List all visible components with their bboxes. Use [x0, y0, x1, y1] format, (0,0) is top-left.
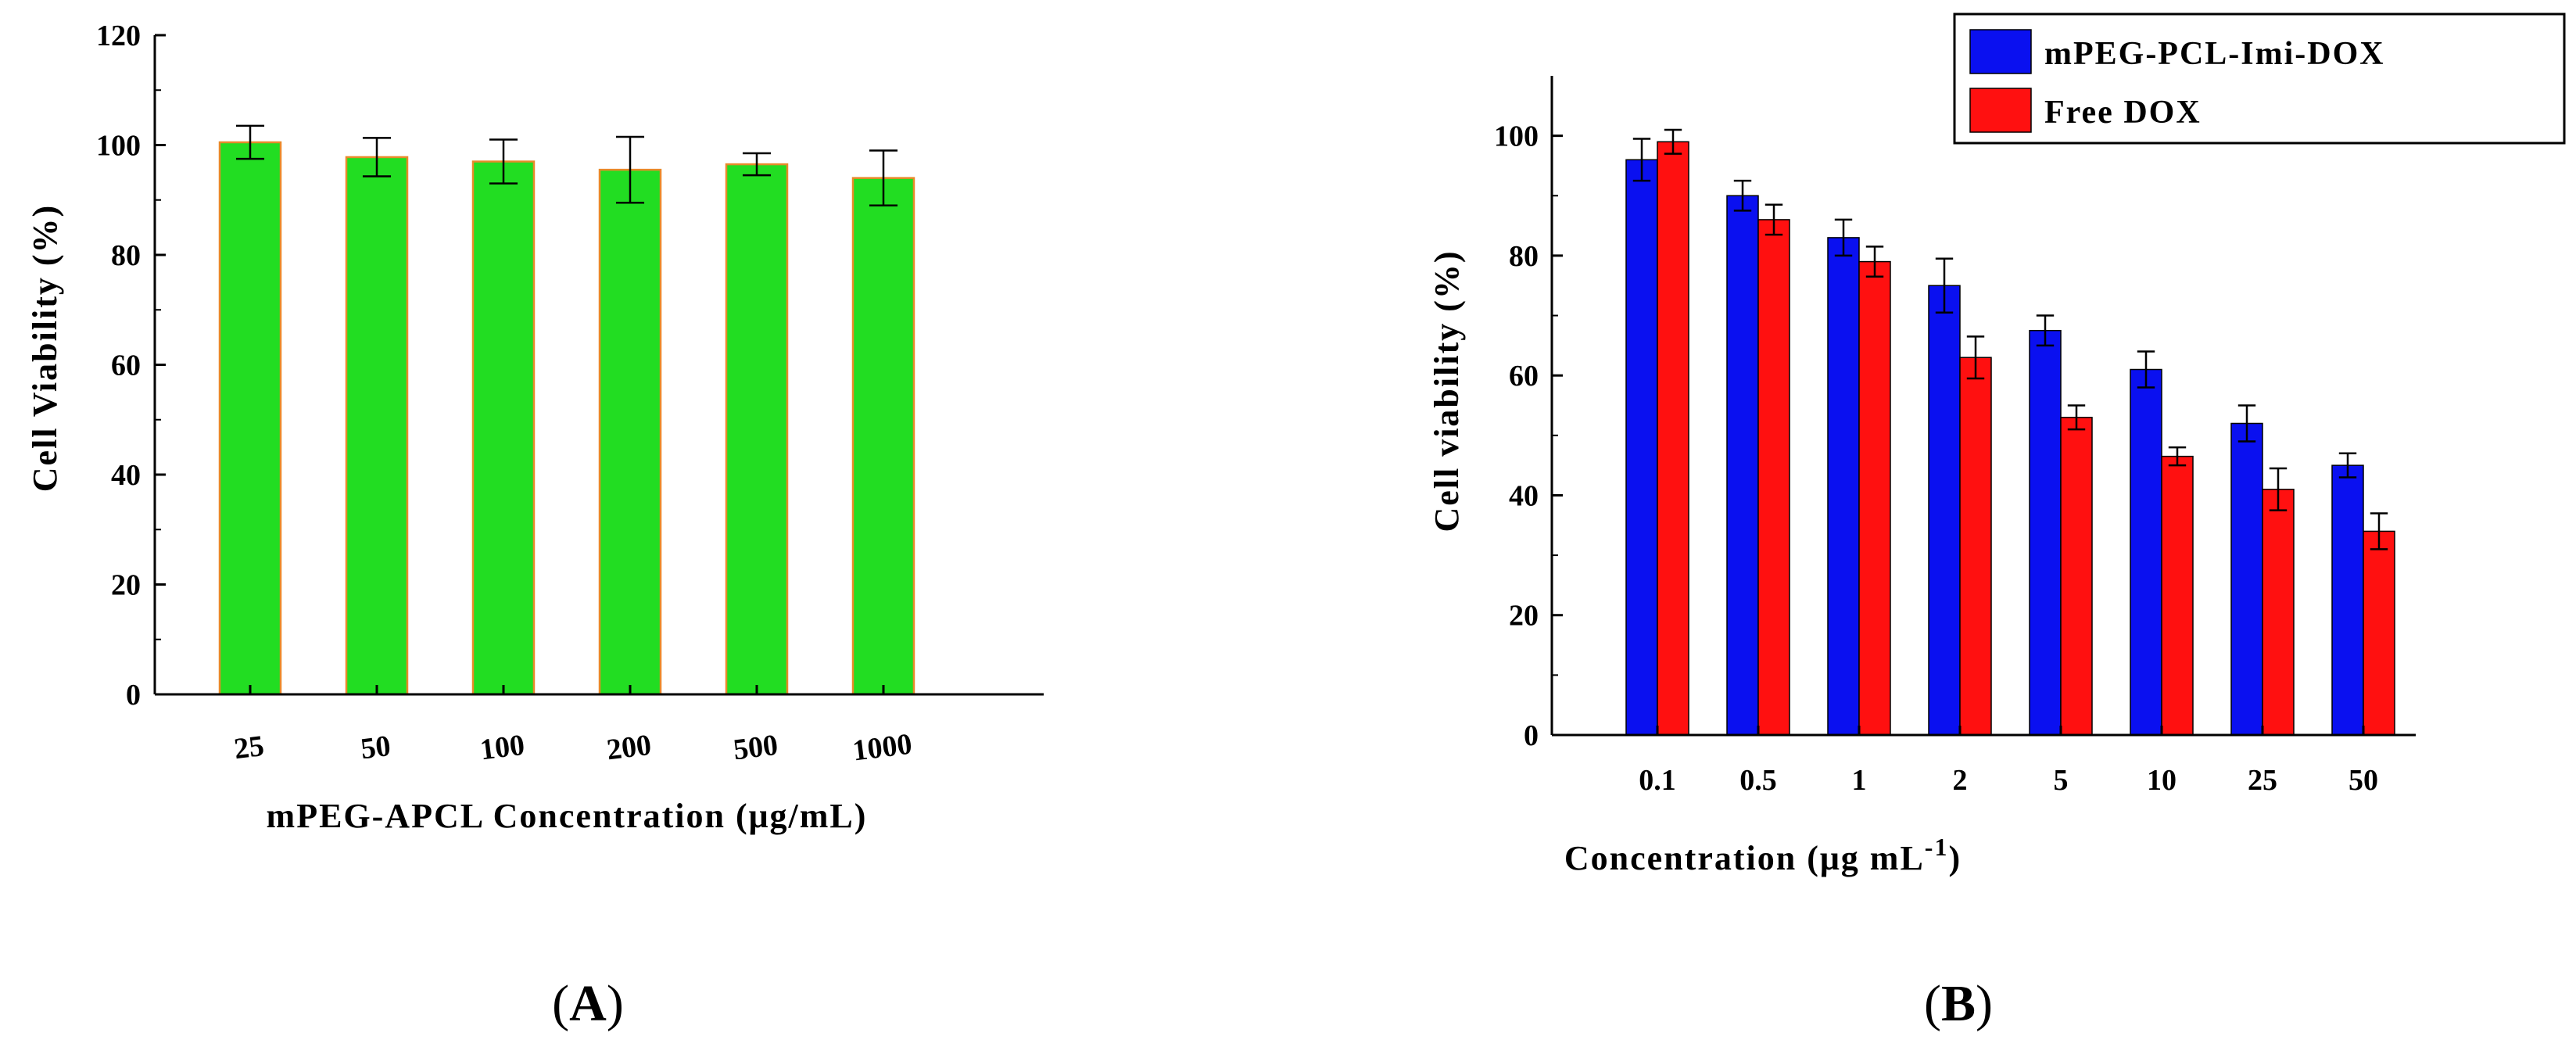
panel-b-bar: [2262, 489, 2295, 736]
panel-b-bar: [1625, 159, 1658, 736]
panel-b-x-tick-label: 10: [2147, 764, 2177, 797]
panel-b-y-axis-title: Cell viability (%): [1428, 249, 1466, 532]
panel-a-bars: [218, 141, 915, 696]
panel-a-y-tick-label: 80: [111, 239, 141, 272]
panel-a-x-axis-title: mPEG-APCL Concentration (μg/mL): [267, 797, 868, 835]
panel-a-x-tick-label: 200: [605, 729, 654, 767]
panel-b-x-tick-label: 50: [2348, 764, 2378, 797]
panel-a-label: (A): [552, 975, 624, 1032]
panel-b-x-tick-label: 0.5: [1739, 764, 1777, 797]
panel-a-y-tick-label: 40: [111, 459, 141, 492]
panel-a-y-tick-label: 100: [96, 130, 141, 163]
legend-label-free-dox: Free DOX: [2044, 95, 2202, 131]
panel-b-y-tick-label: 20: [1509, 600, 1539, 633]
panel-a-x-tick-label: 500: [732, 729, 780, 767]
panel-b-y-tick-label: 40: [1509, 479, 1539, 512]
legend-label-mpeg-pcl-imi-dox: mPEG-PCL-Imi-DOX: [2044, 36, 2385, 72]
legend-swatch-free-dox: [1969, 88, 2032, 133]
panel-b-bar: [1726, 195, 1759, 736]
panel-a-bar: [725, 163, 789, 696]
panel-b-x-ticks: 0.1 0.5 1 2 5 10 25 50: [1639, 726, 2378, 797]
panel-a-x-tick-label: 100: [478, 729, 527, 767]
panel-a-bar: [345, 156, 409, 696]
panel-b-bar: [2230, 422, 2263, 736]
panel-b-x-tick-label: 2: [1953, 764, 1968, 797]
panel-b-bar: [1757, 219, 1790, 736]
panel-a-error-bars: [235, 124, 898, 207]
panel-a-y-tick-label: 20: [111, 569, 141, 602]
legend-frame: [1953, 13, 2566, 145]
panel-b-x-tick-label: 0.1: [1639, 764, 1676, 797]
panel-a-y-tick-label: 60: [111, 350, 141, 382]
panel-a-bar: [598, 168, 662, 696]
panel-b-axes: [1550, 76, 2416, 737]
panel-b-error-bars: [1632, 128, 2388, 550]
panel-b-bar: [1657, 141, 1689, 736]
panel-a: 0 20 40 60 80 100 120 25 50 100 200 500 1000 mPEG-A…: [26, 20, 1044, 1032]
panel-a-y-tick-label: 0: [126, 679, 141, 712]
panel-b-x-tick-label: 1: [1852, 764, 1867, 797]
panel-b-bar: [2161, 455, 2194, 736]
panel-b-bar: [2029, 329, 2062, 736]
panel-a-x-tick-label: 25: [232, 730, 266, 766]
panel-b-y-tick-label: 60: [1509, 360, 1539, 393]
panel-b-y-tick-label: 0: [1524, 719, 1539, 752]
panel-a-bar: [471, 160, 536, 696]
panel-a-x-tick-label: 1000: [851, 728, 914, 768]
legend-swatch-mpeg-pcl-imi-dox: [1969, 29, 2032, 74]
panel-b-x-axis-title: Concentration (μg mL-1): [1564, 833, 1962, 877]
panel-a-x-tick-label: 50: [359, 730, 392, 766]
panel-a-y-tick-label: 120: [96, 20, 141, 52]
panel-b-bar: [1959, 357, 1992, 736]
panel-b-x-tick-label: 5: [2054, 764, 2069, 797]
panel-b-bar: [2060, 417, 2093, 736]
panel-a-y-axis-title: Cell Viability (%): [26, 204, 64, 492]
panel-a-x-ticks: 25 50 100 200 500 1000: [232, 685, 914, 768]
panel-b-label: (B): [1924, 975, 1993, 1032]
panel-a-bar: [218, 141, 282, 696]
panel-b-bar: [1827, 237, 1860, 736]
panel-b-y-ticks: 0 20 40 60 80 100: [1494, 120, 1563, 752]
legend: mPEG-PCL-Imi-DOX Free DOX: [1953, 13, 2566, 145]
panel-a-bar: [851, 177, 915, 696]
panel-b-x-tick-label: 25: [2248, 764, 2277, 797]
panel-b-y-tick-label: 100: [1494, 120, 1539, 153]
panel-b-bar: [2130, 368, 2162, 736]
panel-b-y-tick-label: 80: [1509, 240, 1539, 273]
panel-b-bar: [1858, 260, 1891, 736]
panel-b-bars: [1625, 141, 2395, 736]
panel-b-bar: [2331, 464, 2364, 736]
panel-b-bar: [2363, 530, 2395, 736]
panel-a-y-ticks: 0 20 40 60 80 100 120: [96, 20, 166, 712]
panel-b-bar: [1928, 285, 1961, 736]
